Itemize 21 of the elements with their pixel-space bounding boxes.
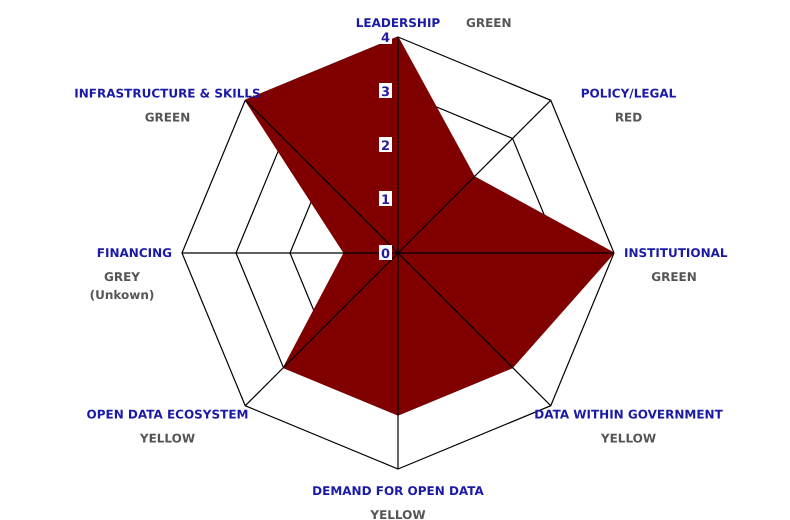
y-tick-label: 3 <box>380 85 390 100</box>
text: GREEN <box>144 110 190 124</box>
spoke-label: FINANCING <box>96 246 172 260</box>
spoke-label: INFRASTRUCTURE & SKILLS <box>74 86 261 100</box>
text: GREY (Unkown) <box>90 270 154 302</box>
spoke-label: DATA WITHIN GOVERNMENT <box>534 408 724 422</box>
y-tick-label: 2 <box>380 139 390 154</box>
y-tick-label: 4 <box>380 31 390 46</box>
spoke-label: DEMAND FOR OPEN DATA <box>312 484 485 498</box>
spoke-label: POLICY/LEGAL <box>580 86 677 100</box>
text: GREEN <box>466 16 512 30</box>
text: RED <box>614 110 642 124</box>
y-tick-label: 1 <box>380 193 390 208</box>
text: GREEN <box>651 270 697 284</box>
text: YELLOW <box>140 432 196 446</box>
spoke-label: OPEN DATA ECOSYSTEM <box>86 408 248 422</box>
y-tick-label: 0 <box>380 247 390 262</box>
spoke-label: INSTITUTIONAL <box>624 246 728 260</box>
spoke-label: LEADERSHIP <box>356 16 440 30</box>
text: YELLOW <box>370 508 426 520</box>
text: YELLOW <box>600 432 656 446</box>
